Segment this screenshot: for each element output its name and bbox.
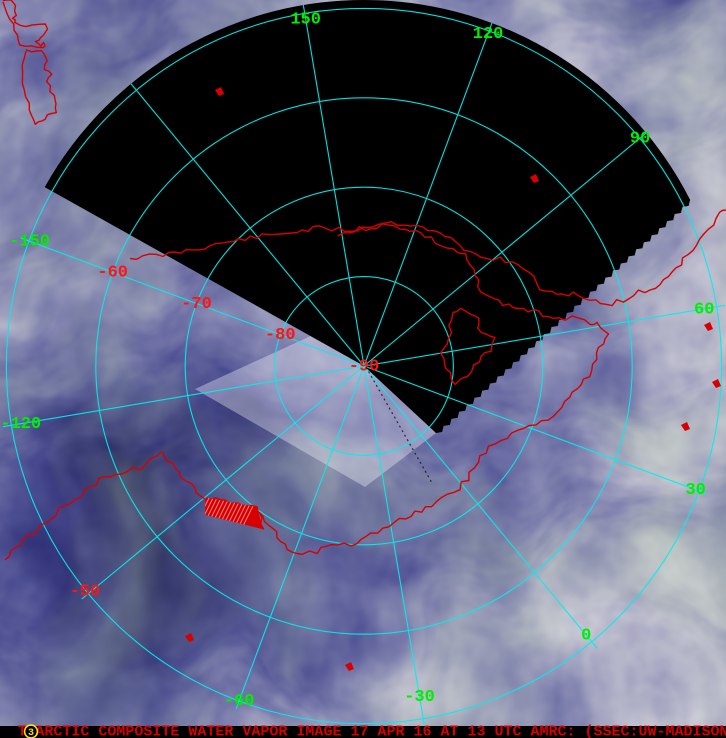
svg-text:120: 120: [473, 25, 504, 44]
svg-text:-60: -60: [224, 692, 255, 711]
svg-text:-150: -150: [9, 233, 50, 252]
svg-text:3: 3: [28, 728, 34, 738]
svg-text:-30: -30: [404, 688, 435, 707]
svg-text:-80: -80: [265, 326, 296, 345]
svg-text:60: 60: [694, 300, 714, 319]
svg-text:-120: -120: [0, 415, 41, 434]
svg-text:90: 90: [630, 130, 650, 149]
svg-text:-50: -50: [70, 582, 101, 601]
svg-text:-90: -90: [349, 357, 380, 376]
svg-text:-60: -60: [97, 264, 128, 283]
svg-text:0: 0: [581, 627, 591, 646]
svg-text:150: 150: [290, 10, 321, 29]
svg-text:-70: -70: [181, 295, 212, 314]
svg-text:30: 30: [685, 481, 705, 500]
svg-text:ARCTIC COMPOSITE WATER VAPOR I: ARCTIC COMPOSITE WATER VAPOR IMAGE 17 AP…: [35, 724, 726, 738]
